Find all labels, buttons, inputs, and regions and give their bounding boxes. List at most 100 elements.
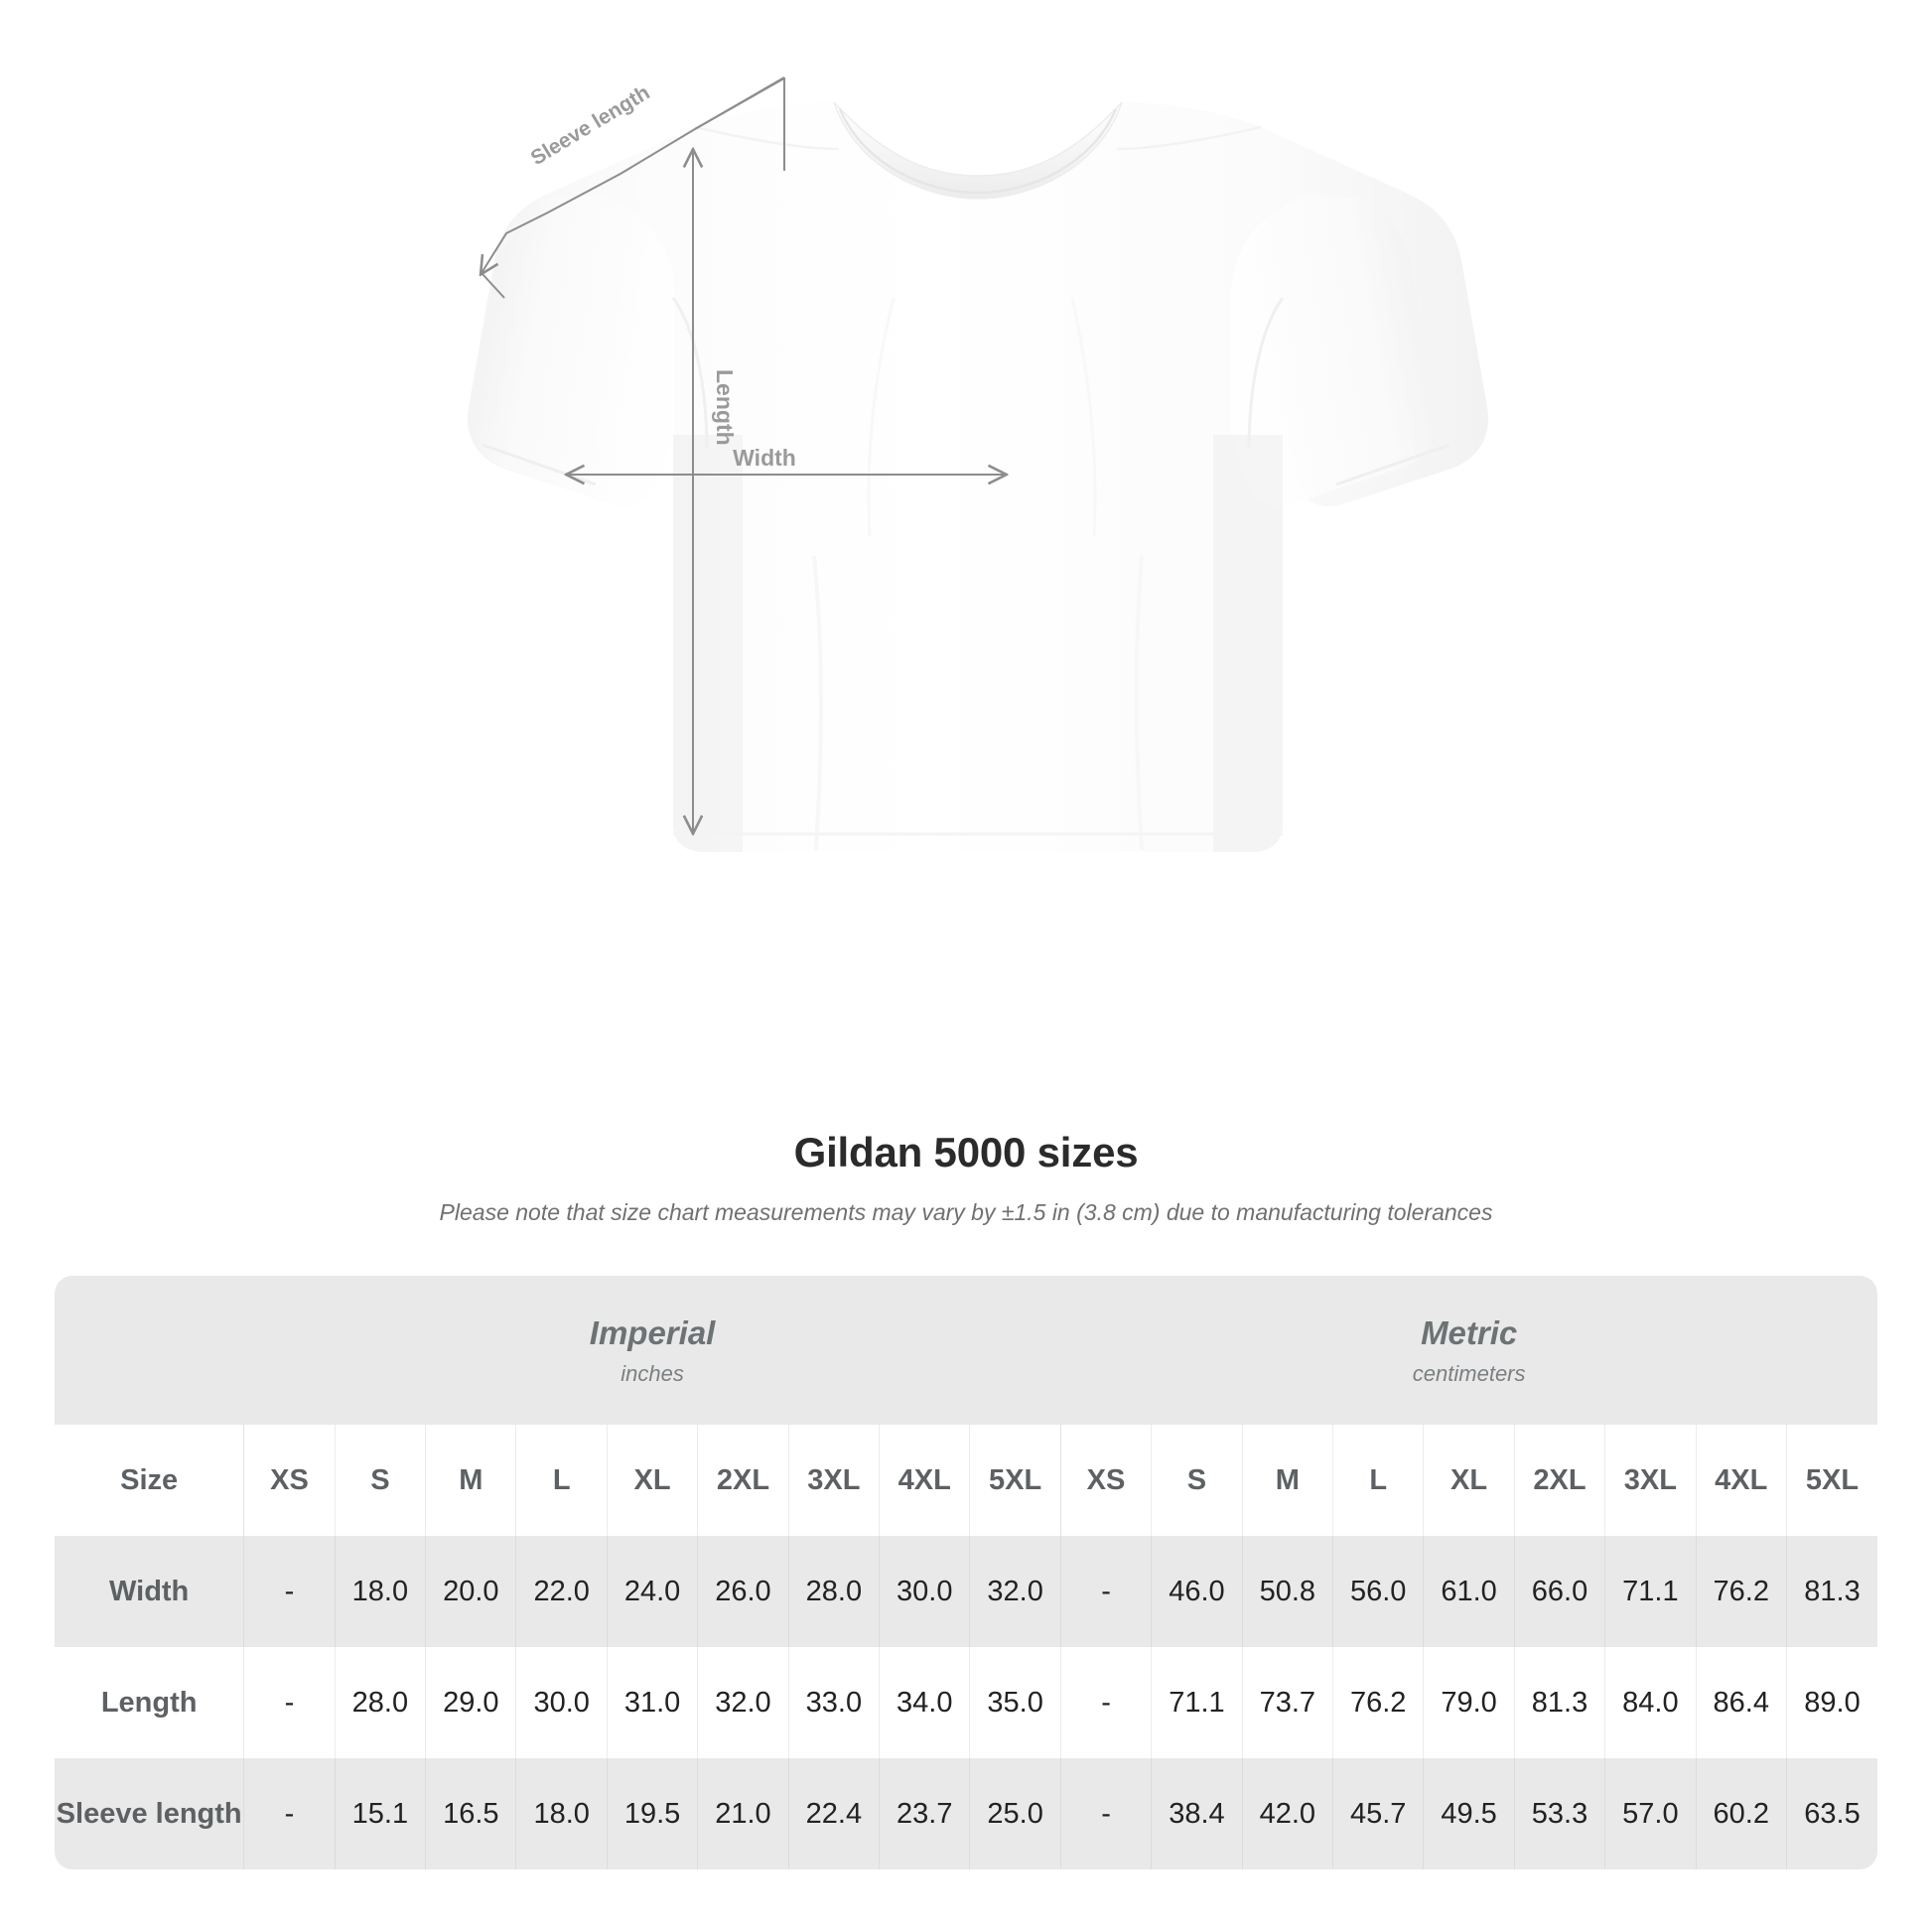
size-chart-table-container: Imperial inches Metric centimeters Size XS S M L… [55,1276,1877,1869]
tolerance-note: Please note that size chart measurements… [439,1199,1493,1226]
page-title: Gildan 5000 sizes [793,1129,1139,1175]
cell-width-metric-l: 56.0 [1331,1536,1424,1647]
cell-sleeve-length-metric-m: 42.0 [1241,1758,1333,1869]
cell-sleeve-length-imperial-5xl: 25.0 [969,1758,1061,1869]
cell-sleeve-length-metric-2xl: 53.3 [1513,1758,1605,1869]
cell-sleeve-length-metric-xs: - [1059,1758,1152,1869]
size-header-metric-5xl: 5XL [1785,1425,1877,1536]
tshirt-illustration: Sleeve length Length Width [467,76,1489,852]
size-header-imperial-s: S [334,1425,426,1536]
cell-sleeve-length-imperial-xl: 19.5 [606,1758,698,1869]
sleeve-length-dimension [481,76,785,299]
size-column-header: Size [55,1425,244,1536]
tshirt-fold-1 [812,555,823,851]
size-header-imperial-2xl: 2XL [697,1425,789,1536]
cell-width-metric-2xl: 66.0 [1513,1536,1605,1647]
tshirt-neckline-inner [838,108,1118,195]
tshirt-right-sleeve-hem [1335,443,1450,486]
size-header-metric-xl: XL [1423,1425,1515,1536]
unit-group-subtitle: inches [621,1360,684,1386]
cell-width-imperial-l: 22.0 [515,1536,608,1647]
table-row: Length -28.0 29.0 30.0 31.0 32.0 33.0 34.0 35.0-… [55,1647,1877,1758]
size-header-metric-2xl: 2XL [1513,1425,1605,1536]
cell-width-metric-s: 46.0 [1151,1536,1243,1647]
cell-sleeve-length-metric-s: 38.4 [1151,1758,1243,1869]
cell-length-imperial-xl: 31.0 [606,1647,698,1758]
tshirt-fold-3 [867,297,896,537]
table-row: Sleeve length -15.1 16.5 18.0 19.5 21.0 22.4 23… [55,1758,1877,1869]
cell-sleeve-length-imperial-2xl: 21.0 [697,1758,789,1869]
unit-group-imperial: Imperial inches [243,1276,1061,1425]
size-header-imperial-xs: XS [243,1425,336,1536]
cell-width-metric-5xl: 81.3 [1785,1536,1877,1647]
row-label-length: Length [55,1647,244,1758]
size-header-imperial-4xl: 4XL [879,1425,970,1536]
size-header-row: Size XS S M L XL 2XL 3XL 4XL 5XL XS S M L XL 2XL 3XL 4XL 5… [55,1425,1877,1536]
cell-length-metric-xs: - [1059,1647,1152,1758]
tshirt-right-sleeve [1231,195,1438,507]
cell-length-imperial-2xl: 32.0 [697,1647,789,1758]
cell-sleeve-length-imperial-xs: - [243,1758,336,1869]
cell-sleeve-length-metric-5xl: 63.5 [1785,1758,1877,1869]
cell-length-metric-2xl: 81.3 [1513,1647,1605,1758]
size-header-imperial-l: L [515,1425,608,1536]
length-label: Length [712,369,738,446]
cell-sleeve-length-metric-xl: 49.5 [1423,1758,1515,1869]
cell-width-imperial-2xl: 26.0 [697,1536,789,1647]
cell-width-metric-xs: - [1059,1536,1152,1647]
tshirt-right-body-shadow [1213,435,1283,852]
size-header-metric-4xl: 4XL [1695,1425,1787,1536]
unit-row-corner-cell [55,1276,244,1425]
size-header-imperial-m: M [425,1425,516,1536]
cell-length-metric-xl: 79.0 [1423,1647,1515,1758]
cell-sleeve-length-imperial-3xl: 22.4 [787,1758,880,1869]
table-row: Width -18.0 20.0 22.0 24.0 26.0 28.0 30.0 32.0-4… [55,1536,1877,1647]
tshirt-fold-4 [1070,297,1097,537]
size-header-metric-3xl: 3XL [1604,1425,1697,1536]
tshirt-left-body-shadow [673,435,743,852]
tshirt-garment [467,101,1489,852]
cell-length-metric-s: 71.1 [1151,1647,1243,1758]
cell-width-metric-xl: 61.0 [1423,1536,1515,1647]
cell-length-metric-4xl: 86.4 [1695,1647,1787,1758]
width-label: Width [733,445,796,471]
cell-width-metric-4xl: 76.2 [1695,1536,1787,1647]
unit-group-name: Metric [1421,1313,1518,1351]
size-header-metric-l: L [1331,1425,1424,1536]
cell-width-metric-3xl: 71.1 [1604,1536,1697,1647]
tshirt-left-shoulder-seam [694,125,840,151]
tshirt-fold-2 [1134,555,1144,851]
size-chart-table: Imperial inches Metric centimeters Size XS S M L… [55,1276,1877,1869]
size-header-imperial-3xl: 3XL [787,1425,880,1536]
row-label-width: Width [55,1536,244,1647]
cell-sleeve-length-metric-3xl: 57.0 [1604,1758,1697,1869]
unit-group-name: Imperial [589,1313,716,1351]
cell-width-imperial-s: 18.0 [334,1536,426,1647]
cell-sleeve-length-imperial-s: 15.1 [334,1758,426,1869]
size-header-metric-xs: XS [1059,1425,1152,1536]
cell-width-imperial-5xl: 32.0 [969,1536,1061,1647]
cell-length-imperial-3xl: 33.0 [787,1647,880,1758]
measurement-annotations [481,76,1005,832]
cell-sleeve-length-metric-4xl: 60.2 [1695,1758,1787,1869]
size-header-metric-m: M [1241,1425,1333,1536]
cell-length-imperial-5xl: 35.0 [969,1647,1061,1758]
cell-sleeve-length-imperial-m: 16.5 [425,1758,516,1869]
cell-width-imperial-3xl: 28.0 [787,1536,880,1647]
cell-sleeve-length-metric-l: 45.7 [1331,1758,1424,1869]
cell-length-metric-l: 76.2 [1331,1647,1424,1758]
unit-header-row: Imperial inches Metric centimeters [55,1276,1877,1425]
cell-length-imperial-xs: - [243,1647,336,1758]
title-block: Gildan 5000 sizes Please note that size … [0,1129,1932,1227]
tshirt-left-sleeve [469,195,675,507]
cell-sleeve-length-imperial-l: 18.0 [515,1758,608,1869]
cell-length-metric-5xl: 89.0 [1785,1647,1877,1758]
size-header-imperial-xl: XL [606,1425,698,1536]
sleeve-length-hem-tick [481,272,505,299]
size-header-metric-s: S [1151,1425,1243,1536]
row-label-sleeve-length: Sleeve length [55,1758,244,1869]
cell-width-imperial-m: 20.0 [425,1536,516,1647]
tshirt-right-shoulder-seam [1116,125,1262,151]
cell-length-metric-m: 73.7 [1241,1647,1333,1758]
cell-width-imperial-xs: - [243,1536,336,1647]
